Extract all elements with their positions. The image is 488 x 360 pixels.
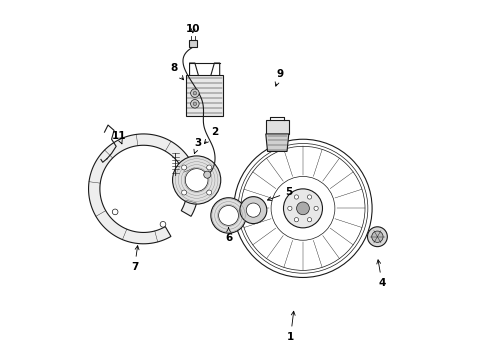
- Text: 6: 6: [224, 228, 232, 243]
- Circle shape: [371, 231, 382, 242]
- Circle shape: [190, 89, 199, 98]
- Text: 10: 10: [185, 24, 200, 34]
- Circle shape: [185, 168, 207, 192]
- FancyBboxPatch shape: [265, 120, 288, 134]
- Circle shape: [218, 206, 238, 225]
- FancyBboxPatch shape: [185, 76, 223, 116]
- Circle shape: [206, 165, 211, 170]
- Circle shape: [181, 165, 186, 170]
- Circle shape: [294, 217, 298, 222]
- Circle shape: [193, 91, 196, 95]
- Circle shape: [367, 227, 386, 247]
- Polygon shape: [265, 134, 288, 152]
- Circle shape: [246, 203, 260, 217]
- Circle shape: [112, 209, 118, 215]
- Circle shape: [240, 197, 266, 224]
- Text: 2: 2: [204, 127, 218, 144]
- Text: 5: 5: [267, 188, 292, 201]
- Circle shape: [190, 100, 199, 108]
- Circle shape: [294, 195, 298, 199]
- Circle shape: [206, 190, 211, 195]
- Text: 9: 9: [275, 69, 283, 86]
- Circle shape: [193, 102, 196, 105]
- Text: 4: 4: [376, 260, 385, 288]
- Text: 7: 7: [131, 246, 139, 272]
- Circle shape: [296, 202, 309, 215]
- Circle shape: [203, 171, 210, 178]
- Circle shape: [307, 195, 311, 199]
- Circle shape: [210, 198, 246, 233]
- Circle shape: [172, 156, 220, 204]
- Circle shape: [307, 217, 311, 222]
- Circle shape: [181, 190, 186, 195]
- Polygon shape: [88, 134, 198, 244]
- Text: 3: 3: [194, 138, 202, 154]
- Circle shape: [287, 206, 291, 211]
- Text: 1: 1: [286, 311, 295, 342]
- Text: 8: 8: [170, 63, 183, 80]
- Circle shape: [313, 206, 318, 211]
- Text: 11: 11: [111, 131, 126, 144]
- Circle shape: [160, 221, 165, 227]
- FancyBboxPatch shape: [188, 40, 197, 47]
- Circle shape: [283, 189, 322, 228]
